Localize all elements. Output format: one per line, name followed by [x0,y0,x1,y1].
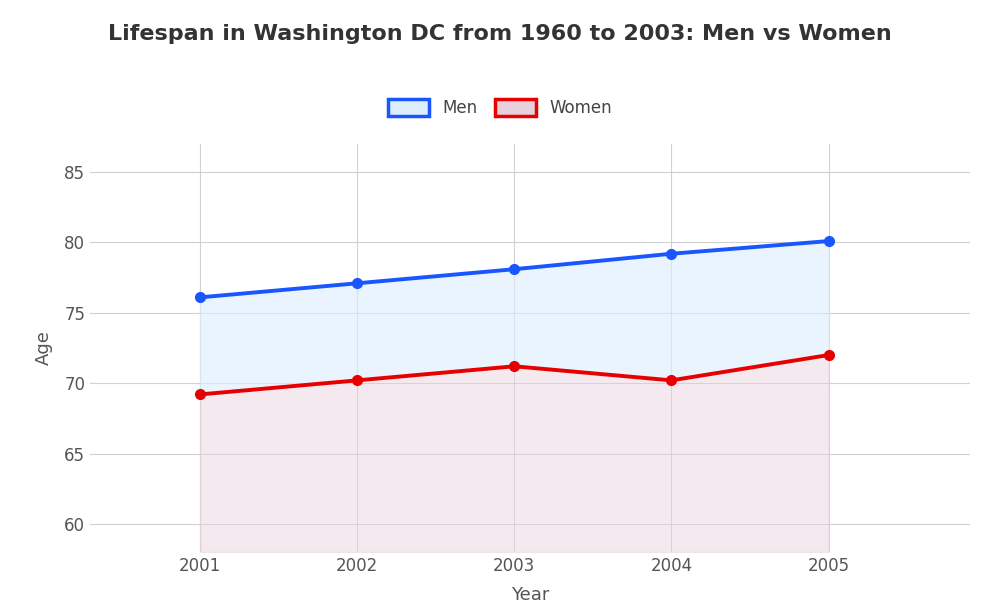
X-axis label: Year: Year [511,586,549,600]
Y-axis label: Age: Age [35,331,53,365]
Text: Lifespan in Washington DC from 1960 to 2003: Men vs Women: Lifespan in Washington DC from 1960 to 2… [108,24,892,44]
Legend: Men, Women: Men, Women [381,92,619,124]
